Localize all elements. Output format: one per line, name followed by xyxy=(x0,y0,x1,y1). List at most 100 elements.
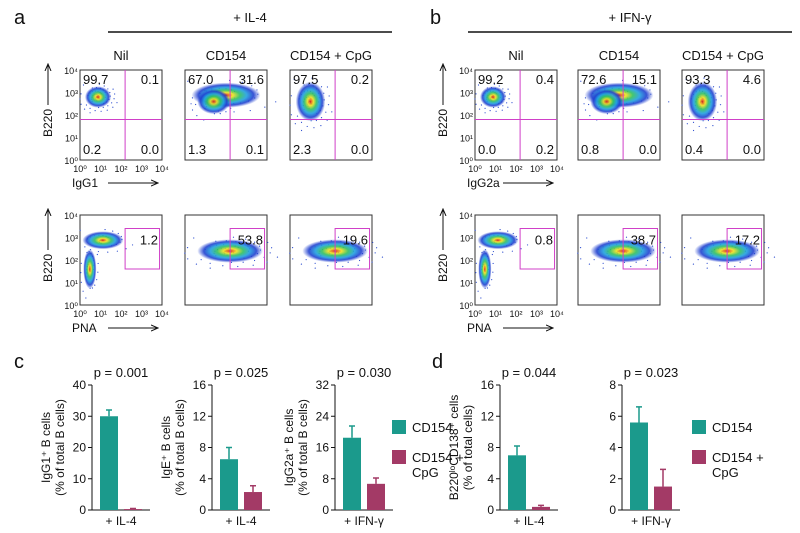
legend-label: CD154 + CpG xyxy=(712,450,764,480)
y-axis-label: (% of total cells) xyxy=(461,405,475,490)
x-tick-label: + IL-4 xyxy=(225,514,256,528)
p-value: p = 0.001 xyxy=(94,365,149,380)
event-dot xyxy=(84,246,86,248)
quadrant-value: 0.2 xyxy=(351,72,369,87)
y-tick-label: 10³ xyxy=(65,89,78,99)
event-dot xyxy=(79,98,81,100)
p-value: p = 0.023 xyxy=(624,365,679,380)
event-dot xyxy=(495,110,497,112)
event-dot xyxy=(638,238,640,240)
event-dot xyxy=(300,129,303,132)
column-label: Nil xyxy=(113,48,128,63)
event-dot xyxy=(114,93,116,95)
event-dot xyxy=(209,267,211,269)
event-dot xyxy=(508,98,510,100)
event-dot xyxy=(475,93,477,95)
legend-label: CD154 + CpG xyxy=(412,450,464,480)
error-bar xyxy=(373,477,379,484)
event-dot xyxy=(750,259,753,262)
density xyxy=(478,249,492,289)
event-dot xyxy=(266,261,268,263)
error-bar xyxy=(538,504,544,507)
y-tick-label: 4 xyxy=(199,472,206,486)
event-dot xyxy=(602,262,604,264)
flow-plot xyxy=(79,69,163,161)
event-dot xyxy=(475,103,477,105)
event-dot xyxy=(242,261,244,263)
event-dot xyxy=(292,258,294,260)
event-dot xyxy=(750,241,753,243)
event-dot xyxy=(117,232,119,235)
x-tick-label: 10⁰ xyxy=(73,164,87,174)
quadrant-value: 0.4 xyxy=(536,72,554,87)
event-dot xyxy=(588,263,591,265)
event-dot xyxy=(577,252,579,254)
event-dot xyxy=(626,111,628,113)
event-dot xyxy=(264,106,266,108)
event-dot xyxy=(742,238,744,240)
event-dot xyxy=(692,129,695,132)
event-dot xyxy=(768,247,770,249)
y-axis-label: B220 xyxy=(436,254,450,282)
event-dot xyxy=(94,110,96,112)
event-dot xyxy=(489,110,491,112)
event-dot xyxy=(104,228,106,231)
event-dot xyxy=(94,284,96,286)
quadrant-value: 97.5 xyxy=(293,72,318,87)
quadrant-value: 1.3 xyxy=(188,142,206,157)
legend-swatch xyxy=(692,450,706,464)
quadrant-value: 99.2 xyxy=(478,72,503,87)
event-dot xyxy=(507,88,509,90)
event-dot xyxy=(298,237,300,239)
x-tick-label: 10¹ xyxy=(489,309,502,319)
x-tick-label: 10¹ xyxy=(489,164,502,174)
event-dot xyxy=(584,109,587,111)
event-dot xyxy=(682,114,685,116)
gate-value: 17.2 xyxy=(735,233,760,248)
event-dot xyxy=(712,117,715,119)
panel-label: b xyxy=(430,7,441,29)
event-dot xyxy=(630,265,632,268)
event-dot xyxy=(357,264,359,266)
event-dot xyxy=(97,262,99,265)
event-dot xyxy=(484,107,486,109)
event-dot xyxy=(474,229,476,231)
event-dot xyxy=(749,264,751,266)
bar xyxy=(367,483,385,510)
y-tick-label: 10⁰ xyxy=(64,301,78,311)
y-tick-label: 10² xyxy=(460,256,473,266)
event-dot xyxy=(486,287,489,289)
quadrant-value: 0.2 xyxy=(83,142,101,157)
event-dot xyxy=(103,85,105,87)
gate-value: 0.8 xyxy=(535,233,553,248)
event-dot xyxy=(271,247,273,249)
y-tick-label: 10¹ xyxy=(65,134,78,144)
event-dot xyxy=(511,250,513,252)
event-dot xyxy=(646,259,649,262)
error-bar xyxy=(226,446,232,460)
event-dot xyxy=(501,109,503,111)
y-axis-label: (% of total B cells) xyxy=(53,399,67,496)
event-dot xyxy=(612,113,614,115)
event-dot xyxy=(290,95,292,97)
event-dot xyxy=(644,85,646,87)
y-tick-label: 10² xyxy=(460,111,473,121)
event-dot xyxy=(686,123,688,125)
event-dot xyxy=(225,111,227,113)
x-tick-label: 10² xyxy=(114,164,127,174)
density xyxy=(84,86,112,108)
event-dot xyxy=(294,123,296,125)
event-dot xyxy=(232,236,235,238)
y-tick-label: 10³ xyxy=(460,234,473,244)
y-axis-label: B220 xyxy=(436,109,450,137)
event-dot xyxy=(480,297,482,299)
bar xyxy=(532,506,550,510)
event-dot xyxy=(342,265,344,268)
gate xyxy=(622,228,659,270)
x-tick-label: 10³ xyxy=(530,309,543,319)
y-tick-label: 8 xyxy=(487,441,494,455)
p-value: p = 0.044 xyxy=(502,365,557,380)
panel-label: c xyxy=(14,351,24,373)
density xyxy=(83,249,97,289)
quadrant-value: 0.0 xyxy=(141,142,159,157)
